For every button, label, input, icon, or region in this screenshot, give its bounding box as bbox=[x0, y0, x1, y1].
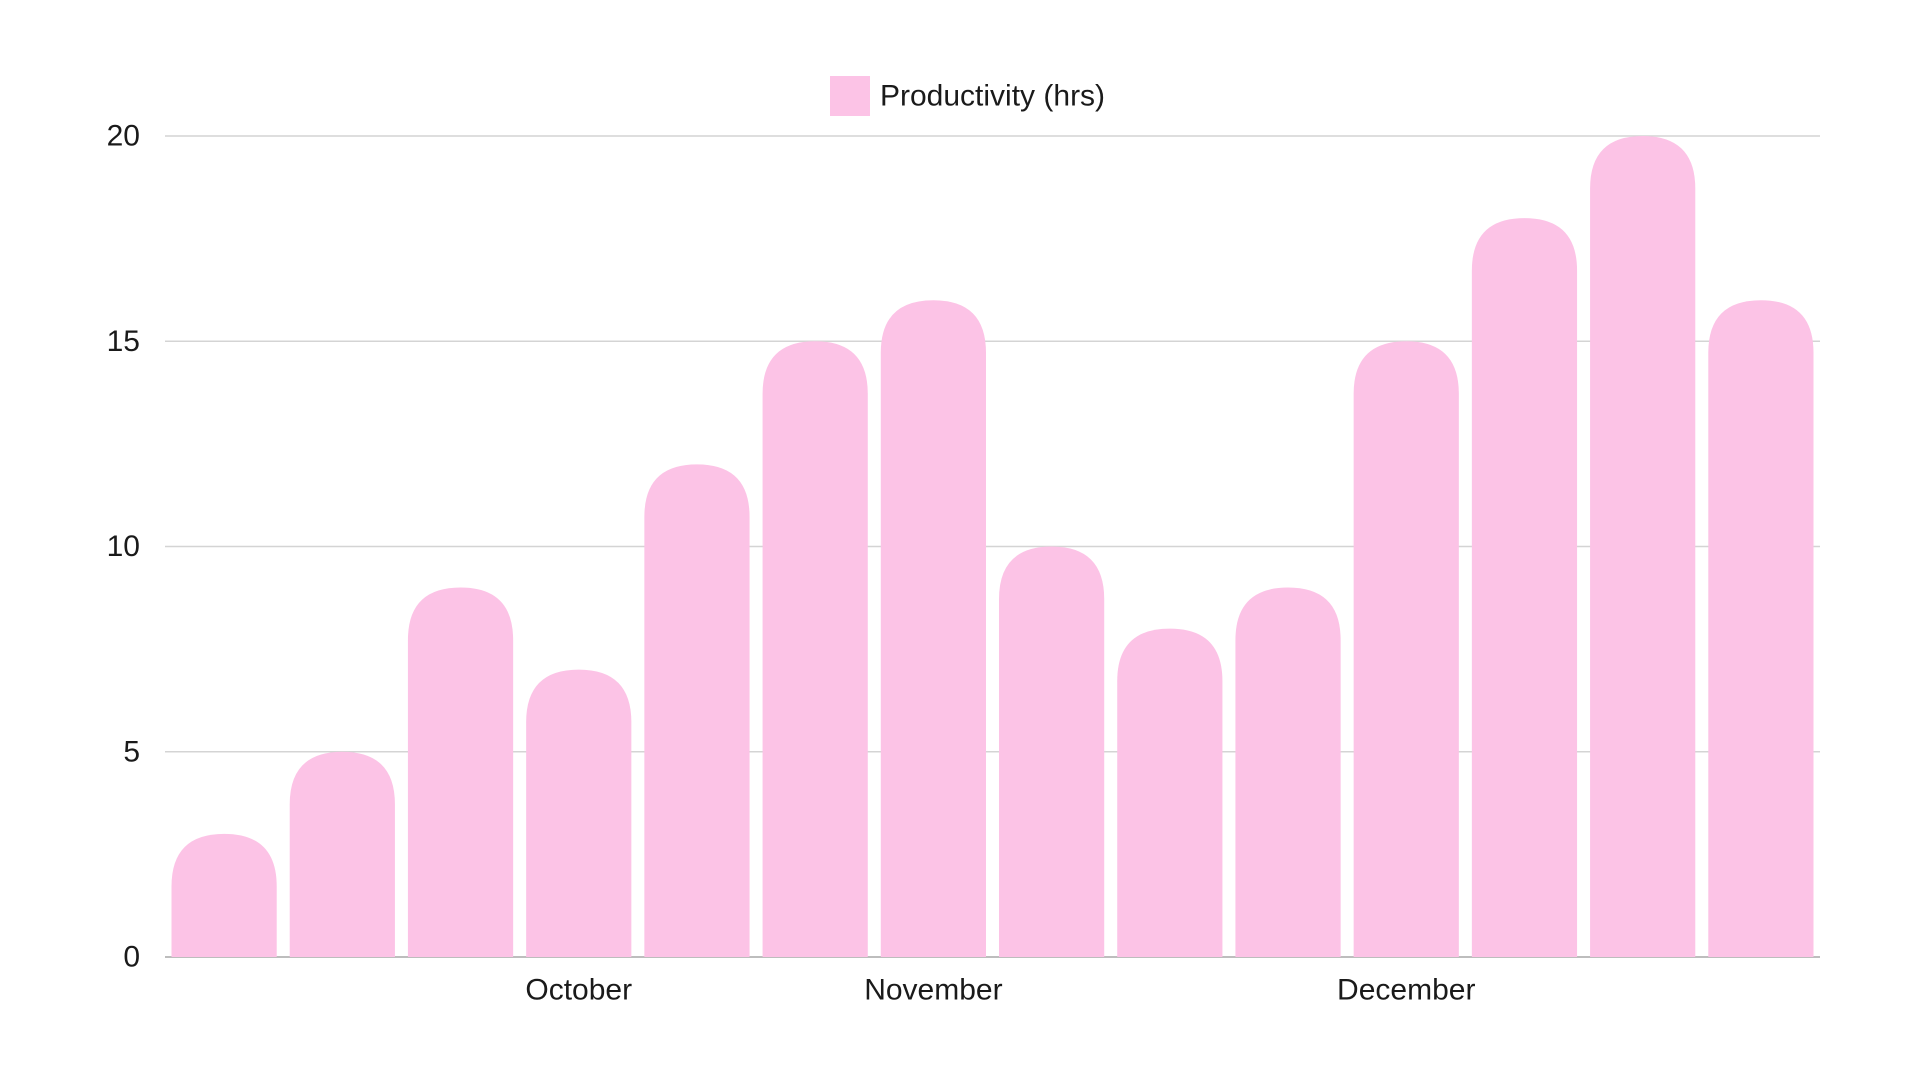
bar-12 bbox=[1471, 218, 1578, 958]
bar-9 bbox=[1117, 628, 1223, 957]
bar-10 bbox=[1235, 587, 1341, 957]
x-category-label-1: October bbox=[525, 974, 632, 1007]
y-axis: 0 5 10 15 20 bbox=[107, 120, 140, 974]
legend: Productivity (hrs) bbox=[830, 76, 1105, 116]
bar-11 bbox=[1353, 341, 1459, 957]
y-tick-label-0: 0 bbox=[123, 941, 140, 974]
bars bbox=[171, 136, 1814, 958]
y-tick-label-20: 20 bbox=[107, 120, 140, 153]
bar-13 bbox=[1590, 136, 1696, 957]
bar-1 bbox=[171, 833, 277, 957]
bar-5 bbox=[644, 464, 750, 957]
y-tick-label-15: 15 bbox=[107, 325, 140, 358]
bar-14 bbox=[1708, 300, 1814, 957]
legend-label: Productivity (hrs) bbox=[880, 80, 1105, 113]
bar-3 bbox=[407, 587, 514, 957]
bar-8 bbox=[999, 546, 1105, 957]
bar-6 bbox=[762, 341, 868, 957]
x-category-label-3: December bbox=[1337, 974, 1475, 1007]
x-axis-labels: October November December bbox=[525, 974, 1475, 1007]
x-category-label-2: November bbox=[864, 974, 1002, 1007]
legend-swatch bbox=[830, 76, 870, 116]
bar-4 bbox=[526, 669, 632, 957]
bar-7 bbox=[880, 300, 986, 957]
bar-2 bbox=[289, 751, 395, 957]
y-tick-label-10: 10 bbox=[107, 530, 140, 563]
y-tick-label-5: 5 bbox=[123, 735, 140, 768]
